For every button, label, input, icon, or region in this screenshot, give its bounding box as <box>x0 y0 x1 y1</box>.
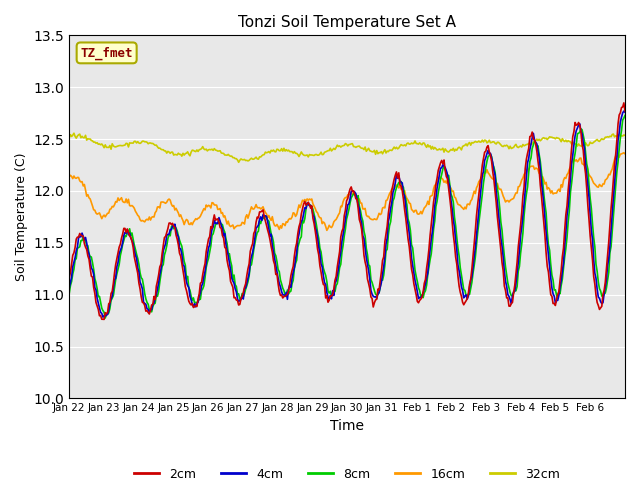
2cm <box>100 316 108 322</box>
32cm <box>405 141 413 147</box>
4cm <box>239 296 247 302</box>
8cm <box>101 315 109 321</box>
16cm <box>323 228 331 233</box>
2cm <box>404 236 412 242</box>
4cm <box>301 205 308 211</box>
32cm <box>621 132 629 138</box>
8cm <box>378 277 385 283</box>
Line: 16cm: 16cm <box>69 153 625 230</box>
8cm <box>572 150 579 156</box>
32cm <box>70 131 78 136</box>
16cm <box>475 179 483 185</box>
2cm <box>239 289 247 295</box>
2cm <box>620 100 628 106</box>
8cm <box>301 216 308 222</box>
X-axis label: Time: Time <box>330 419 364 433</box>
8cm <box>239 294 247 300</box>
Y-axis label: Soil Temperature (C): Soil Temperature (C) <box>15 153 28 281</box>
16cm <box>572 158 579 164</box>
2cm <box>572 120 579 125</box>
16cm <box>621 151 629 156</box>
Line: 4cm: 4cm <box>69 111 625 317</box>
32cm <box>379 151 387 156</box>
2cm <box>65 275 73 281</box>
16cm <box>300 198 307 204</box>
2cm <box>475 192 483 198</box>
16cm <box>65 174 73 180</box>
8cm <box>475 220 483 226</box>
32cm <box>572 141 580 147</box>
32cm <box>476 139 484 145</box>
32cm <box>235 159 243 165</box>
16cm <box>620 150 628 156</box>
4cm <box>572 133 579 139</box>
4cm <box>620 108 628 114</box>
32cm <box>302 153 310 158</box>
4cm <box>404 221 412 227</box>
2cm <box>621 108 629 114</box>
Line: 2cm: 2cm <box>69 103 625 319</box>
8cm <box>404 216 412 222</box>
4cm <box>99 314 107 320</box>
16cm <box>238 219 246 225</box>
4cm <box>475 208 483 214</box>
2cm <box>301 199 308 204</box>
Legend: 2cm, 4cm, 8cm, 16cm, 32cm: 2cm, 4cm, 8cm, 16cm, 32cm <box>129 463 565 480</box>
4cm <box>378 280 385 286</box>
32cm <box>241 156 248 162</box>
4cm <box>65 285 73 290</box>
Title: Tonzi Soil Temperature Set A: Tonzi Soil Temperature Set A <box>238 15 456 30</box>
Text: TZ_fmet: TZ_fmet <box>81 46 133 60</box>
16cm <box>404 197 412 203</box>
16cm <box>378 211 385 216</box>
Line: 32cm: 32cm <box>69 133 625 162</box>
2cm <box>378 269 385 275</box>
8cm <box>621 113 629 119</box>
32cm <box>65 135 73 141</box>
4cm <box>621 109 629 115</box>
8cm <box>65 290 73 296</box>
Line: 8cm: 8cm <box>69 116 625 318</box>
